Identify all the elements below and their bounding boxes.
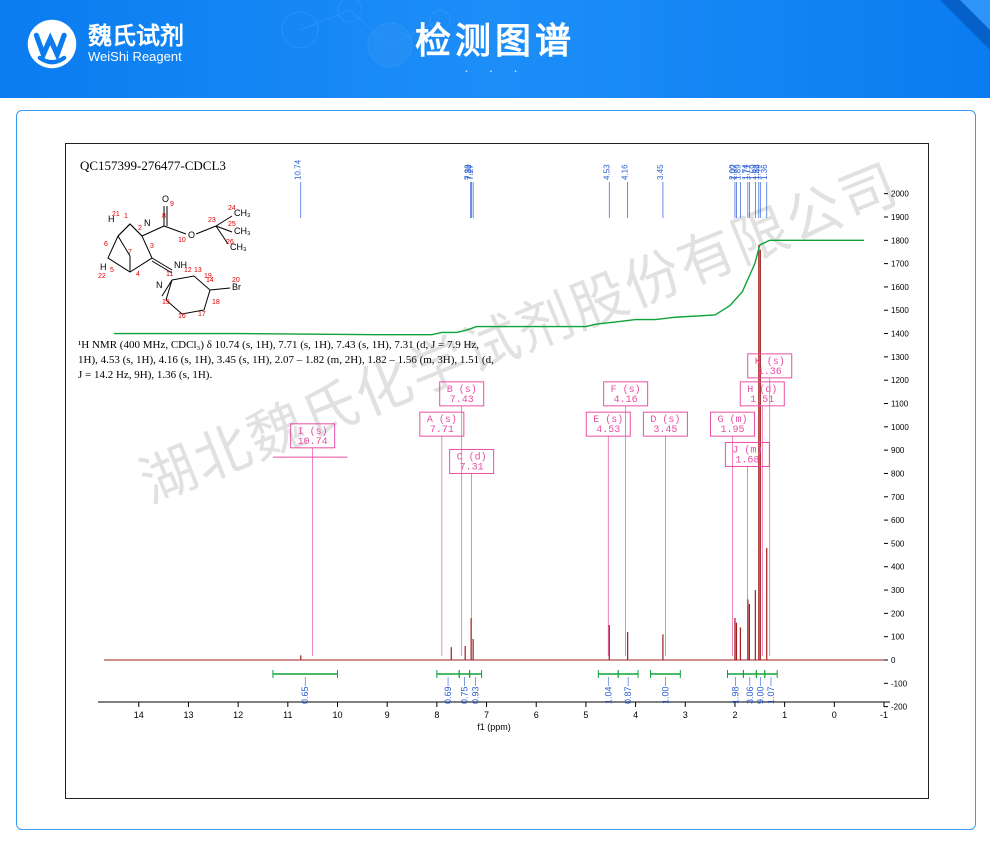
svg-text:1800: 1800 — [891, 236, 909, 245]
svg-text:400: 400 — [891, 563, 905, 572]
svg-text:300: 300 — [891, 586, 905, 595]
svg-text:1.98: 1.98 — [730, 686, 740, 704]
svg-text:1100: 1100 — [891, 400, 909, 409]
svg-text:4.16: 4.16 — [621, 164, 630, 180]
svg-text:1.00: 1.00 — [660, 686, 670, 704]
svg-text:7.27: 7.27 — [466, 164, 475, 180]
svg-text:2: 2 — [732, 710, 737, 720]
svg-text:9: 9 — [385, 710, 390, 720]
svg-text:12: 12 — [233, 710, 243, 720]
svg-text:900: 900 — [891, 446, 905, 455]
svg-text:0.93: 0.93 — [471, 686, 481, 704]
svg-text:11: 11 — [283, 710, 292, 720]
svg-text:1200: 1200 — [891, 376, 909, 385]
svg-text:600: 600 — [891, 516, 905, 525]
svg-text:0.75: 0.75 — [459, 686, 469, 704]
svg-text:7.71: 7.71 — [430, 425, 454, 436]
svg-text:1.04: 1.04 — [603, 686, 613, 704]
svg-text:-100: -100 — [891, 679, 908, 688]
svg-text:7.31: 7.31 — [460, 462, 484, 473]
corner-decoration — [880, 0, 990, 98]
svg-text:800: 800 — [891, 469, 905, 478]
svg-text:1.36: 1.36 — [758, 367, 782, 378]
svg-text:0: 0 — [832, 710, 837, 720]
page-title: 检测图谱 — [0, 12, 990, 64]
svg-text:4: 4 — [633, 710, 638, 720]
svg-text:14: 14 — [134, 710, 144, 720]
svg-text:200: 200 — [891, 609, 905, 618]
svg-text:0.69: 0.69 — [443, 686, 453, 704]
svg-text:4.53: 4.53 — [602, 164, 611, 180]
svg-text:500: 500 — [891, 539, 905, 548]
svg-text:2000: 2000 — [891, 190, 909, 199]
spectrum-panel: QC157399-276477-CDCL3 N O O CH₃ CH₃ CH₃ … — [16, 110, 976, 830]
svg-text:5: 5 — [583, 710, 588, 720]
svg-text:0.65: 0.65 — [300, 686, 310, 704]
svg-text:7.43: 7.43 — [450, 395, 474, 406]
svg-text:7: 7 — [484, 710, 489, 720]
svg-text:1: 1 — [782, 710, 787, 720]
title-dots: · · · — [0, 62, 990, 78]
svg-text:0: 0 — [891, 656, 896, 665]
svg-text:3: 3 — [683, 710, 688, 720]
svg-text:10: 10 — [332, 710, 342, 720]
svg-text:1900: 1900 — [891, 213, 909, 222]
svg-text:1700: 1700 — [891, 260, 909, 269]
svg-text:6: 6 — [534, 710, 539, 720]
svg-text:-200: -200 — [891, 703, 908, 712]
svg-text:0.87: 0.87 — [623, 686, 633, 704]
svg-text:3.45: 3.45 — [656, 164, 665, 180]
svg-text:100: 100 — [891, 633, 905, 642]
svg-text:3.06: 3.06 — [745, 686, 755, 704]
svg-text:3.45: 3.45 — [653, 425, 677, 436]
svg-text:4.53: 4.53 — [596, 425, 620, 436]
svg-text:1300: 1300 — [891, 353, 909, 362]
svg-text:1600: 1600 — [891, 283, 909, 292]
svg-text:4.16: 4.16 — [614, 395, 638, 406]
svg-text:1.36: 1.36 — [760, 164, 769, 180]
svg-text:10.74: 10.74 — [298, 437, 328, 448]
svg-text:1400: 1400 — [891, 330, 909, 339]
svg-text:-1: -1 — [880, 710, 888, 720]
svg-text:10.74: 10.74 — [294, 159, 303, 180]
svg-text:700: 700 — [891, 493, 905, 502]
svg-text:f1 (ppm): f1 (ppm) — [477, 722, 511, 732]
svg-text:1500: 1500 — [891, 306, 909, 315]
nmr-spectrum-plot: -200-10001002003004005006007008009001000… — [66, 144, 928, 798]
svg-text:1.68: 1.68 — [735, 455, 759, 466]
svg-text:13: 13 — [183, 710, 193, 720]
header-banner: 魏氏试剂 WeiShi Reagent 检测图谱 · · · — [0, 0, 990, 98]
svg-text:8: 8 — [434, 710, 439, 720]
spectrum-frame: QC157399-276477-CDCL3 N O O CH₃ CH₃ CH₃ … — [65, 143, 929, 799]
svg-text:1000: 1000 — [891, 423, 909, 432]
svg-text:1.95: 1.95 — [720, 425, 744, 436]
svg-text:9.00: 9.00 — [756, 686, 766, 704]
svg-text:1.51: 1.51 — [750, 395, 774, 406]
svg-text:1.07: 1.07 — [766, 686, 776, 704]
